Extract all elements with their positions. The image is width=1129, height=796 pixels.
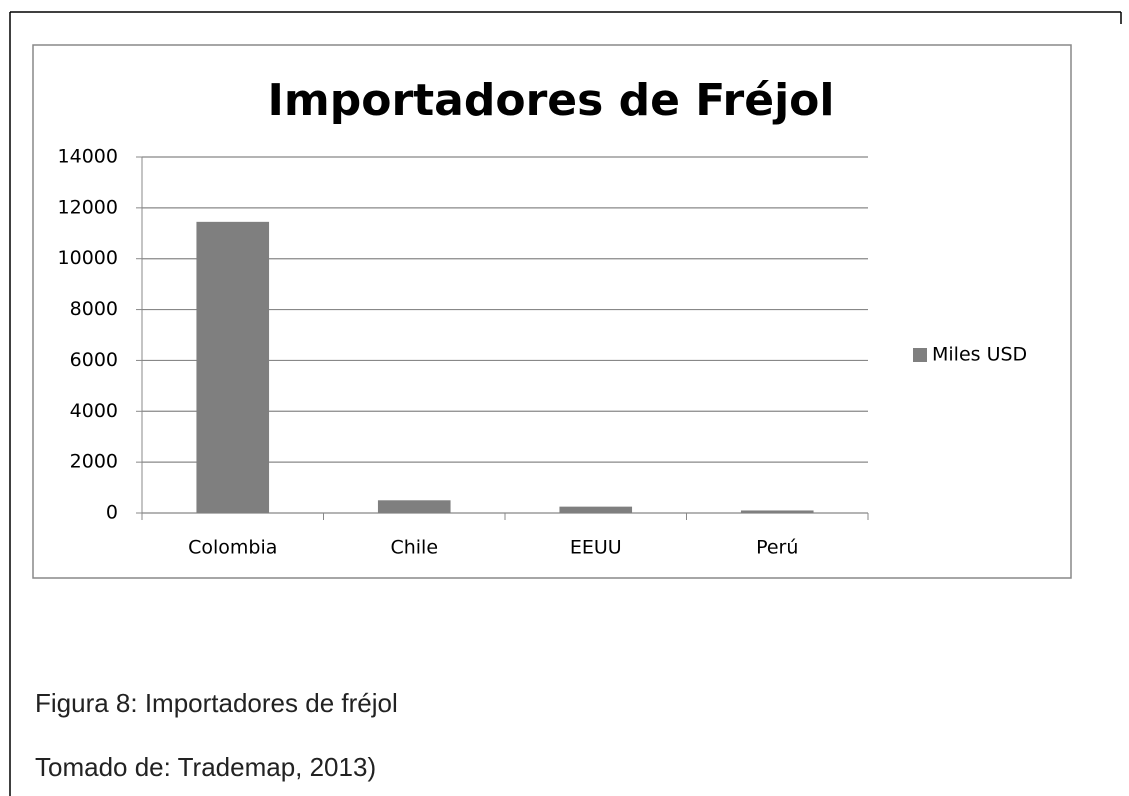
bar: [559, 506, 633, 513]
x-tick-label: EEUU: [570, 537, 622, 559]
x-tick-label: Chile: [390, 537, 438, 559]
y-tick-label: 12000: [58, 196, 118, 218]
y-tick-label: 6000: [70, 349, 118, 371]
y-tick-label: 0: [106, 502, 118, 524]
y-tick-label: 14000: [58, 146, 118, 168]
bar: [740, 510, 814, 513]
source-caption: Tomado de: Trademap, 2013): [35, 752, 376, 782]
y-tick-label: 8000: [70, 298, 118, 320]
bar: [196, 221, 270, 514]
x-tick-label: Colombia: [188, 537, 277, 559]
y-tick-label: 2000: [70, 451, 118, 473]
y-tick-label: 10000: [58, 247, 118, 269]
x-tick-label: Perú: [756, 537, 798, 559]
legend-label: Miles USD: [932, 344, 1027, 366]
chart-title: Importadores de Fréjol: [268, 75, 835, 126]
legend-swatch: [913, 348, 927, 362]
figure-caption: Figura 8: Importadores de fréjol: [35, 688, 398, 718]
y-tick-label: 4000: [70, 400, 118, 422]
bar: [377, 500, 451, 513]
